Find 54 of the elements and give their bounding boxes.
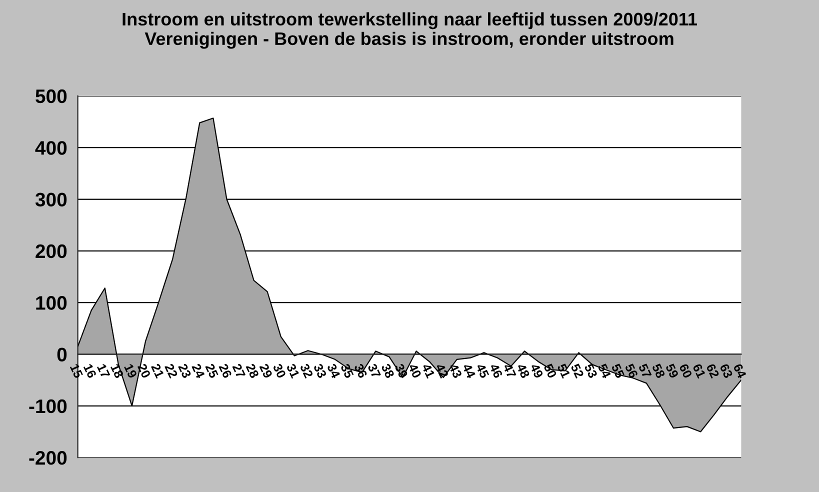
x-tick-label: 27 [232,363,246,379]
x-tick-label: 63 [720,363,734,379]
y-tick-label: 500 [36,89,67,104]
x-tick-label: 48 [516,362,530,379]
y-tick-label: -200 [29,451,67,465]
x-tick-label: 55 [611,363,625,379]
x-tick-label: 58 [652,363,666,379]
y-tick-label: 100 [36,296,67,310]
x-tick-label: 41 [422,362,436,379]
x-tick-label: 21 [151,363,164,379]
x-tick-label: 30 [272,362,286,379]
y-tick-label: 0 [57,348,67,362]
x-tick-label: 43 [448,362,462,379]
x-tick-label: 22 [164,363,178,379]
x-tick-label: 15 [70,363,84,379]
x-tick-label: 57 [638,363,652,379]
x-tick-label: 32 [300,362,314,379]
x-tick-label: 17 [97,363,110,379]
x-tick-label: 46 [489,362,503,379]
x-tick-label: 47 [502,362,516,379]
x-tick-label: 34 [326,362,341,379]
x-tick-label: 59 [665,363,679,379]
y-tick-label: 200 [36,244,67,258]
x-tick-label: 37 [367,362,381,379]
y-tick-label: 400 [35,141,67,155]
x-tick-label: 49 [530,362,544,379]
x-tick-label: 24 [192,363,206,379]
y-tick-label: -100 [29,399,67,414]
x-tick-label: 16 [83,363,97,379]
x-tick-label: 28 [246,363,260,379]
x-tick-label: 29 [259,363,273,379]
x-tick-label: 50 [543,363,558,379]
x-tick-label: 52 [570,363,584,379]
x-tick-label: 26 [218,363,232,379]
x-tick-label: 44 [462,362,476,379]
x-tick-label: 53 [584,363,598,379]
x-tick-label: 33 [313,362,327,379]
x-tick-label: 60 [678,363,692,379]
x-tick-label: 40 [408,362,422,379]
x-tick-label: 23 [178,363,192,379]
x-tick-label: 38 [380,362,395,379]
x-tick-label: 56 [624,363,638,379]
x-tick-label: 62 [706,363,720,379]
x-tick-label: 64 [733,363,747,379]
x-tick-label: 20 [137,363,151,379]
x-tick-label: 45 [476,362,490,379]
x-tick-label: 54 [598,363,612,379]
x-tick-label: 35 [340,362,354,379]
x-tick-label: 31 [286,362,300,379]
x-tick-label: 19 [124,363,138,379]
y-tick-label: 300 [35,192,67,207]
x-tick-label: 61 [692,363,706,379]
x-tick-label: 25 [205,363,219,379]
chart-title: Instroom en uitstroom tewerkstelling naar leeftijd tussen 2009/2011 Verenigingen - Boven de basis is instroom, eronder uitstroom [122,12,697,49]
